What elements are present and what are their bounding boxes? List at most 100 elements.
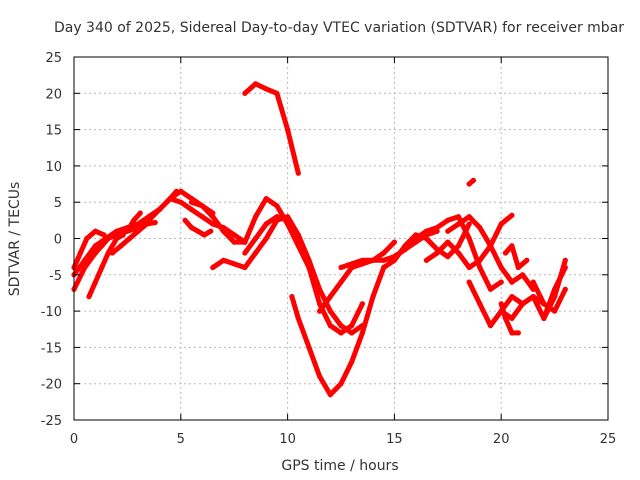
data-point [289, 294, 295, 300]
data-point [188, 199, 195, 205]
data-point [109, 250, 115, 256]
y-tick-label: -10 [41, 305, 62, 320]
data-point [391, 239, 397, 245]
data-point [509, 294, 515, 300]
y-tick-label: -20 [41, 378, 62, 393]
y-tick-label: -25 [41, 414, 62, 429]
data-point [509, 279, 515, 285]
series-trace-13 [289, 265, 387, 398]
data-point [188, 206, 195, 213]
data-point [105, 235, 111, 242]
data-point [509, 212, 515, 218]
data-point [263, 86, 269, 92]
data-point [195, 228, 201, 234]
y-tick-label: 0 [54, 233, 62, 248]
data-point [470, 177, 476, 183]
data-point [487, 286, 494, 292]
data-point [274, 214, 280, 220]
data-point [295, 235, 301, 242]
data-point [114, 235, 120, 242]
data-point [210, 214, 216, 220]
data-point [82, 264, 88, 271]
data-point [231, 239, 237, 245]
data-point [515, 264, 521, 271]
data-point [445, 254, 451, 260]
x-tick-label: 10 [279, 432, 296, 447]
data-point [201, 232, 207, 238]
data-point [338, 264, 344, 271]
data-point [92, 250, 98, 256]
data-point [208, 228, 214, 234]
data-point [126, 235, 133, 242]
data-point [338, 381, 344, 387]
data-point [317, 301, 323, 307]
data-point [263, 235, 269, 242]
data-point [552, 308, 558, 314]
x-tick-label: 25 [600, 432, 617, 447]
data-point [562, 286, 568, 292]
data-point [92, 279, 98, 285]
data-point [295, 315, 301, 321]
data-point [530, 279, 536, 285]
y-tick-labels: 25 20 15 10 5 0 -5 -10 -15 -20 -25 [41, 51, 62, 429]
data-point [445, 217, 451, 223]
data-point [118, 243, 124, 249]
data-point [477, 225, 483, 231]
data-point [135, 228, 141, 234]
data-point [349, 330, 355, 336]
data-point [562, 257, 568, 263]
data-point [487, 323, 494, 329]
data-point [381, 250, 387, 256]
grid-lines [74, 57, 608, 420]
data-point [391, 254, 397, 260]
data-point [477, 257, 483, 263]
data-point [391, 257, 397, 263]
data-point [515, 330, 521, 336]
series-layer [71, 81, 568, 398]
data-point [338, 279, 344, 285]
data-point [253, 250, 259, 256]
data-point [466, 181, 472, 187]
data-point [274, 203, 280, 209]
data-point [359, 330, 365, 336]
data-point [173, 188, 180, 194]
data-point [445, 228, 451, 234]
data-point [131, 217, 137, 223]
data-point [220, 257, 227, 263]
data-point [327, 323, 333, 329]
data-point [242, 90, 248, 96]
x-axis-label: GPS time / hours [281, 458, 398, 474]
data-point [263, 196, 269, 202]
data-point [477, 301, 483, 307]
data-point [509, 330, 515, 336]
data-point [541, 301, 547, 307]
data-point [231, 232, 237, 238]
data-point [359, 257, 365, 263]
data-point [498, 308, 504, 314]
data-point [327, 308, 333, 314]
data-point [370, 257, 376, 263]
data-point [530, 294, 536, 300]
data-point [120, 232, 126, 238]
data-point [498, 221, 504, 227]
data-point [210, 264, 216, 271]
data-point [423, 257, 429, 263]
data-point [144, 221, 150, 227]
data-point [306, 344, 312, 350]
data-point [182, 217, 188, 223]
data-point [541, 315, 547, 321]
data-point [455, 221, 462, 227]
data-point [413, 235, 419, 242]
data-point [498, 264, 504, 271]
data-point [466, 264, 472, 271]
data-point [167, 196, 173, 202]
x-tick-label: 15 [386, 432, 403, 447]
data-point [455, 250, 462, 256]
data-point [423, 235, 429, 242]
data-point [338, 323, 344, 329]
data-point [77, 250, 83, 256]
data-point [338, 330, 344, 336]
tick-marks [73, 56, 609, 421]
data-point [552, 294, 558, 300]
